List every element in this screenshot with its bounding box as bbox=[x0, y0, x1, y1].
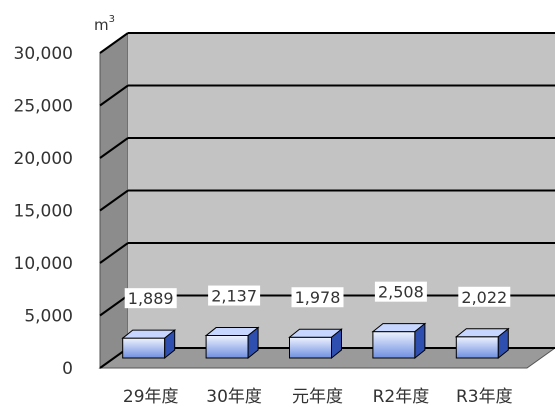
bar-front bbox=[289, 336, 332, 359]
y-tick-label: 25,000 bbox=[14, 97, 73, 117]
bar-front bbox=[205, 335, 249, 359]
value-label: 2,508 bbox=[378, 283, 424, 302]
bar-side bbox=[331, 328, 342, 360]
y-tick-label: 0 bbox=[62, 359, 73, 379]
bar bbox=[204, 326, 260, 360]
bar bbox=[121, 329, 177, 360]
value-label-bg bbox=[458, 286, 511, 307]
value-label-bg bbox=[374, 281, 427, 302]
x-axis-tick-labels: 29年度 30年度 元年度 R2年度 R3年度 bbox=[123, 387, 513, 407]
bar bbox=[288, 328, 343, 360]
bar-side bbox=[164, 329, 176, 360]
value-labels: 1,889 2,137 1,978 2,508 2,022 bbox=[128, 283, 507, 308]
gridline-side bbox=[99, 294, 129, 317]
bar-front bbox=[122, 337, 166, 359]
value-label-bg bbox=[124, 288, 177, 309]
value-label-backgrounds bbox=[124, 281, 511, 309]
gridline-side bbox=[99, 84, 129, 107]
bar bbox=[371, 322, 427, 360]
gridline-side bbox=[99, 137, 129, 159]
value-label-bg bbox=[291, 287, 344, 308]
value-label: 2,022 bbox=[461, 288, 507, 307]
gridline-side bbox=[99, 189, 129, 212]
x-tick-label: R2年度 bbox=[373, 387, 430, 407]
y-axis-unit-label: m3 bbox=[94, 14, 115, 34]
bar-side bbox=[247, 326, 259, 360]
bars bbox=[121, 322, 510, 360]
y-tick-label: 30,000 bbox=[14, 44, 73, 64]
y-tick-label: 20,000 bbox=[14, 149, 73, 169]
value-label-bg bbox=[208, 285, 261, 306]
value-label: 1,889 bbox=[128, 289, 174, 308]
bar bbox=[454, 327, 510, 360]
y-tick-label: 5,000 bbox=[24, 307, 73, 327]
bar-front bbox=[455, 336, 499, 359]
value-label: 2,137 bbox=[211, 287, 257, 306]
x-tick-label: 30年度 bbox=[206, 387, 262, 407]
bar-side bbox=[497, 327, 509, 360]
bar-side bbox=[414, 322, 426, 360]
y-tick-label: 10,000 bbox=[14, 254, 73, 274]
y-tick-label: 15,000 bbox=[14, 202, 73, 222]
unit-base: m bbox=[94, 16, 109, 34]
gridline-side bbox=[99, 32, 129, 54]
x-tick-label: 元年度 bbox=[292, 387, 343, 407]
x-tick-label: 29年度 bbox=[123, 387, 179, 407]
bar-front bbox=[372, 331, 416, 359]
unit-superscript: 3 bbox=[109, 14, 115, 25]
value-label: 1,978 bbox=[295, 288, 341, 307]
gridline-side bbox=[99, 242, 129, 264]
x-tick-label: R3年度 bbox=[456, 387, 513, 407]
y-axis-tick-labels: 0 5,000 10,000 15,000 20,000 25,000 30,000 bbox=[14, 44, 73, 379]
